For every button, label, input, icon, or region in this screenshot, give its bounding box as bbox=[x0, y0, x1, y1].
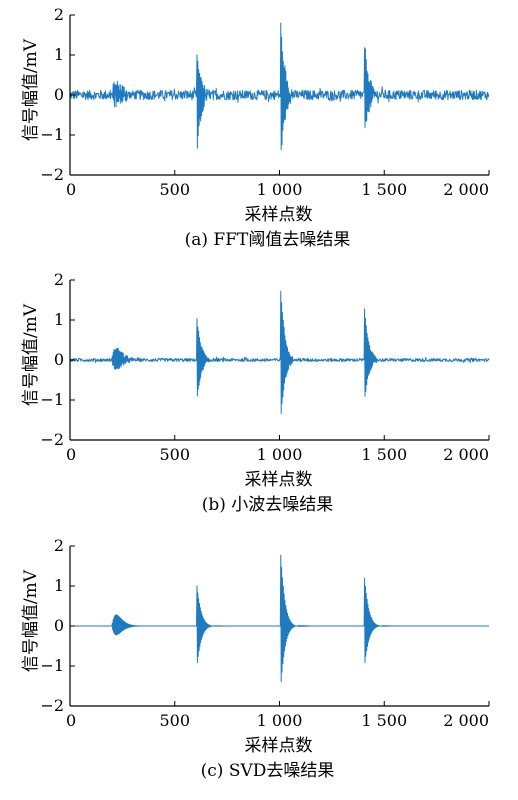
y-tick-label: 1 bbox=[54, 45, 64, 64]
y-tick-label: −1 bbox=[40, 656, 64, 675]
x-tick-label: 0 bbox=[66, 445, 76, 464]
y-tick-label: 2 bbox=[54, 5, 64, 24]
x-tick-label: 1 000 bbox=[257, 180, 303, 199]
x-tick-label: 2 000 bbox=[443, 445, 489, 464]
y-tick-label: 0 bbox=[54, 350, 64, 369]
y-tick-label: 2 bbox=[54, 536, 64, 555]
x-tick-label: 1 500 bbox=[361, 445, 407, 464]
x-tick-label: 2 000 bbox=[443, 180, 489, 199]
y-tick-label: −1 bbox=[40, 390, 64, 409]
panel-caption: (c) SVD去噪结果 bbox=[201, 761, 335, 781]
panel-caption: (b) 小波去噪结果 bbox=[202, 495, 334, 515]
x-tick-label: 1 500 bbox=[361, 180, 407, 199]
x-axis-label: 采样点数 bbox=[245, 470, 313, 490]
y-axis-label: 信号幅值/mV bbox=[21, 38, 41, 141]
series-line bbox=[69, 22, 490, 151]
x-tick-label: 500 bbox=[159, 445, 190, 464]
x-tick-label: 1 500 bbox=[361, 711, 407, 730]
x-tick-label: 500 bbox=[159, 711, 190, 730]
chart-panel-1: 210−1−20 500 1 000 1 500 2 000采样点数信号幅值/mV(b)… bbox=[21, 270, 490, 515]
y-tick-label: −2 bbox=[40, 430, 64, 449]
y-axis-label: 信号幅值/mV bbox=[21, 569, 41, 672]
x-tick-label: 1 000 bbox=[257, 711, 303, 730]
y-tick-label: −2 bbox=[40, 696, 64, 715]
x-axis-label: 采样点数 bbox=[245, 205, 313, 225]
y-tick-label: 1 bbox=[54, 576, 64, 595]
x-tick-label: 500 bbox=[159, 180, 190, 199]
x-tick-label: 2 000 bbox=[443, 711, 489, 730]
y-tick-label: −2 bbox=[40, 165, 64, 184]
y-tick-label: 2 bbox=[54, 270, 64, 289]
x-tick-label: 1 000 bbox=[257, 445, 303, 464]
y-tick-label: 0 bbox=[54, 85, 64, 104]
chart-panel-2: 210−1−20 500 1 000 1 500 2 000采样点数信号幅值/mV(c)… bbox=[21, 536, 490, 781]
y-tick-label: 0 bbox=[54, 616, 64, 635]
panel-caption: (a) FFT阈值去噪结果 bbox=[185, 230, 351, 250]
series-line bbox=[69, 554, 490, 683]
y-tick-label: 1 bbox=[54, 310, 64, 329]
y-axis-label: 信号幅值/mV bbox=[21, 303, 41, 406]
x-tick-label: 0 bbox=[66, 711, 76, 730]
x-tick-label: 0 bbox=[66, 180, 76, 199]
series-line bbox=[69, 290, 490, 414]
x-axis-label: 采样点数 bbox=[245, 736, 313, 756]
chart-panel-0: 210−1−20 500 1 000 1 500 2 000采样点数信号幅值/mV(a)… bbox=[21, 5, 490, 250]
y-tick-label: −1 bbox=[40, 125, 64, 144]
